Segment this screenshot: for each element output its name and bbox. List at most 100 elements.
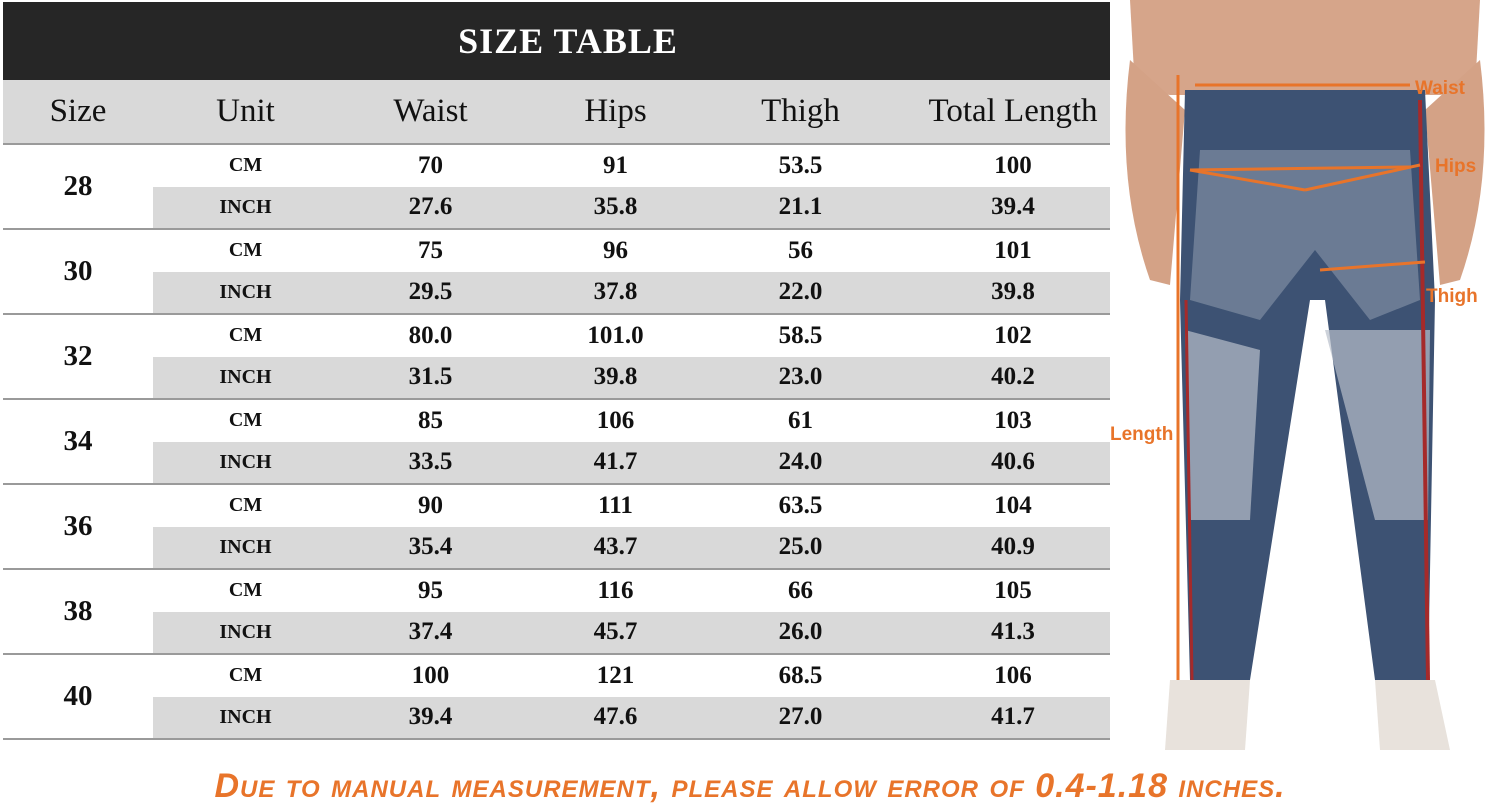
size-group: 36 CM 90 111 63.5 104 INCH 35.4 43.7 25.0 40.9 [3,485,1133,570]
measurement-note: Due to manual measurement, please allow … [214,767,1286,805]
thigh-value: 27.0 [778,703,823,731]
unit-label: CM [228,664,263,687]
table-title: SIZE TABLE [3,2,1133,80]
size-value: 40 [63,680,93,712]
unit-label: INCH [219,535,272,558]
unit-label: INCH [219,280,272,303]
total-length-value: 39.4 [991,193,1035,221]
unit-label: CM [228,239,263,262]
total-length-value: 100 [994,151,1032,179]
waist-value: 85 [418,406,443,434]
size-group: 28 CM 70 91 53.5 100 INCH 27.6 35.8 21.1 39.4 [3,145,1133,230]
length-label: Length [1110,424,1173,445]
thigh-value: 25.0 [778,533,823,561]
waist-value: 33.5 [408,448,453,476]
size-group: 38 CM 95 116 66 105 INCH 37.4 45.7 26.0 41.3 [3,570,1133,655]
hips-value: 37.8 [593,278,638,306]
hips-value: 101.0 [587,321,644,349]
thigh-label: Thigh [1426,286,1478,307]
total-length-value: 104 [994,491,1032,519]
hips-label: Hips [1435,156,1476,177]
total-length-value: 40.9 [991,533,1035,561]
waist-value: 80.0 [408,321,453,349]
total-length-value: 40.2 [991,363,1035,391]
table-row: INCH 33.5 41.7 24.0 40.6 [153,441,1133,483]
total-length-value: 102 [994,321,1032,349]
total-length-value: 40.6 [991,448,1035,476]
header-unit: Unit [216,93,275,129]
waist-value: 39.4 [408,703,453,731]
thigh-value: 23.0 [778,363,823,391]
size-group: 30 CM 75 96 56 101 INCH 29.5 37.8 22.0 39.8 [3,230,1133,315]
waist-value: 27.6 [408,193,453,221]
hips-value: 121 [596,661,635,689]
size-value: 38 [63,595,93,627]
header-thigh: Thigh [761,93,840,129]
hips-value: 41.7 [593,448,638,476]
unit-label: CM [228,494,263,517]
unit-label: CM [228,409,263,432]
table-row: CM 100 121 68.5 106 [153,655,1133,697]
table-row: CM 80.0 101.0 58.5 102 [153,315,1133,357]
waist-value: 29.5 [408,278,453,306]
header-total-length: Total Length [928,93,1098,129]
thigh-value: 61 [788,406,813,434]
size-value: 28 [63,170,93,202]
table-row: INCH 35.4 43.7 25.0 40.9 [153,526,1133,568]
total-length-value: 106 [994,661,1032,689]
hips-value: 106 [596,406,635,434]
hips-value: 45.7 [593,618,638,646]
size-table: SIZE TABLE Size Unit Waist Hips Thigh To… [3,2,1133,740]
table-row: INCH 37.4 45.7 26.0 41.3 [153,611,1133,653]
unit-label: INCH [219,620,272,643]
size-group: 32 CM 80.0 101.0 58.5 102 INCH 31.5 39.8 23.0 40… [3,315,1133,400]
table-row: INCH 39.4 47.6 27.0 41.7 [153,696,1133,738]
header-hips: Hips [584,93,647,129]
waist-value: 95 [418,576,443,604]
unit-label: INCH [219,195,272,218]
hips-value: 47.6 [593,703,638,731]
hips-value: 96 [603,236,628,264]
waist-value: 100 [411,661,450,689]
waist-value: 37.4 [408,618,453,646]
unit-label: INCH [219,705,272,728]
waist-value: 70 [418,151,443,179]
thigh-value: 58.5 [778,321,823,349]
waist-value: 75 [418,236,443,264]
unit-label: CM [228,579,263,602]
thigh-value: 53.5 [778,151,823,179]
waist-value: 31.5 [408,363,453,391]
table-row: CM 70 91 53.5 100 [153,145,1133,187]
total-length-value: 101 [994,236,1032,264]
thigh-value: 21.1 [778,193,823,221]
thigh-value: 66 [788,576,813,604]
table-row: CM 85 106 61 103 [153,400,1133,442]
hips-value: 111 [598,491,633,519]
thigh-value: 68.5 [778,661,823,689]
header-size: Size [49,93,107,129]
size-value: 36 [63,510,93,542]
total-length-value: 41.3 [991,618,1035,646]
unit-label: CM [228,324,263,347]
total-length-value: 103 [994,406,1032,434]
thigh-value: 22.0 [778,278,823,306]
waist-label: Waist [1415,78,1466,99]
total-length-value: 41.7 [991,703,1035,731]
size-value: 30 [63,255,93,287]
waist-value: 35.4 [408,533,453,561]
waist-value: 90 [418,491,443,519]
header-waist: Waist [393,93,468,129]
size-group: 34 CM 85 106 61 103 INCH 33.5 41.7 24.0 40.6 [3,400,1133,485]
size-value: 34 [63,425,93,457]
thigh-value: 24.0 [778,448,823,476]
table-row: INCH 31.5 39.8 23.0 40.2 [153,356,1133,398]
thigh-value: 26.0 [778,618,823,646]
total-length-value: 39.8 [991,278,1035,306]
hips-value: 39.8 [593,363,638,391]
table-row: INCH 27.6 35.8 21.1 39.4 [153,186,1133,228]
unit-label: INCH [219,450,272,473]
size-group: 40 CM 100 121 68.5 106 INCH 39.4 47.6 27.0 41.7 [3,655,1133,740]
thigh-value: 63.5 [778,491,823,519]
unit-label: INCH [219,365,272,388]
hips-value: 43.7 [593,533,638,561]
